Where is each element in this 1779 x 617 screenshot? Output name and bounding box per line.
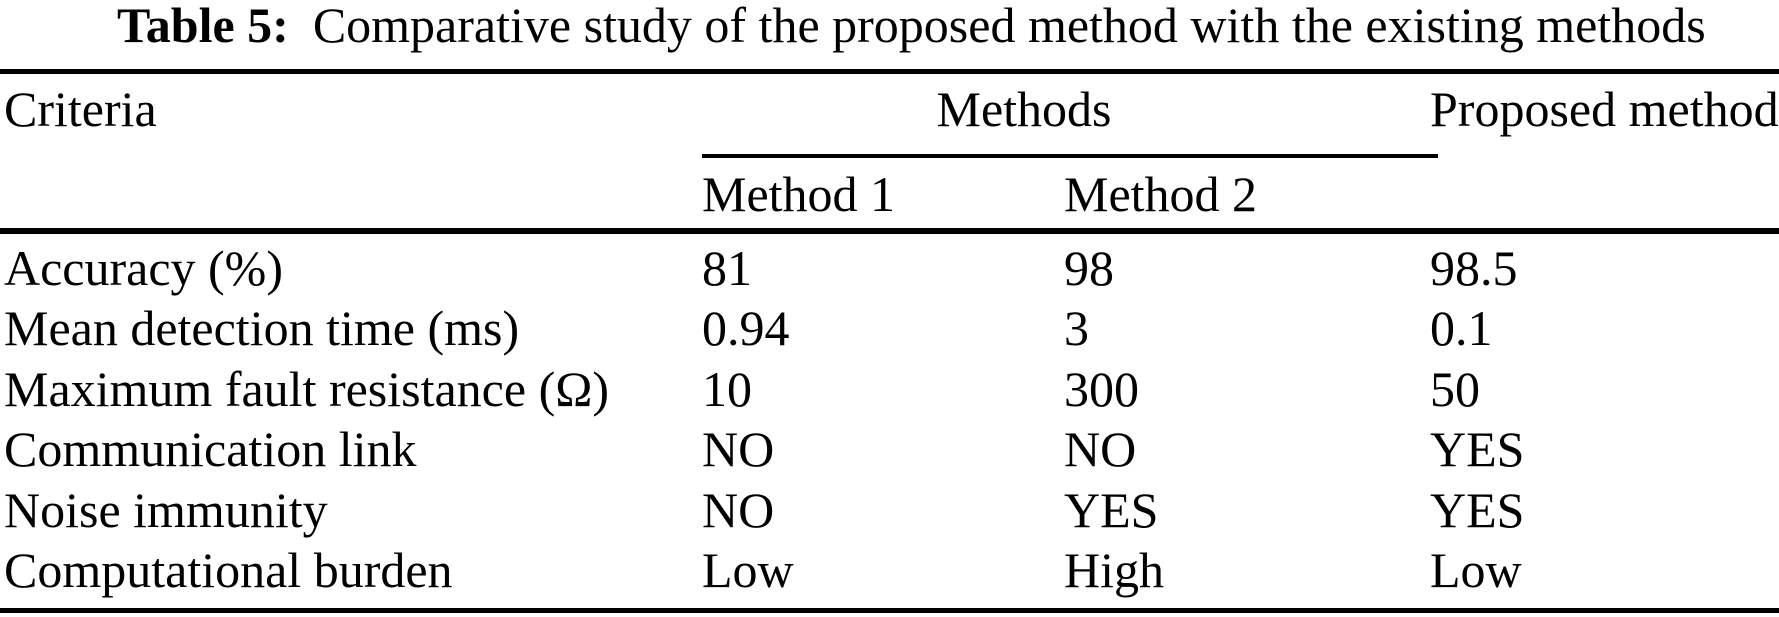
cell-method1-communication-link: NO	[702, 421, 775, 477]
cell-criteria-computational-burden: Computational burden	[4, 542, 453, 598]
cell-proposed-detection-time: 0.1	[1430, 300, 1493, 356]
cell-criteria-accuracy: Accuracy (%)	[4, 240, 283, 296]
cell-method1-computational-burden: Low	[702, 542, 794, 598]
caption-label: Table 5:	[117, 0, 289, 53]
header-criteria: Criteria	[4, 81, 157, 137]
cell-criteria-fault-resistance: Maximum fault resistance (Ω)	[4, 361, 610, 417]
bottom-rule	[0, 608, 1779, 613]
cell-method1-accuracy: 81	[702, 240, 752, 296]
cell-method2-communication-link: NO	[1064, 421, 1137, 477]
cell-method1-noise-immunity: NO	[702, 482, 775, 538]
cell-proposed-computational-burden: Low	[1430, 542, 1522, 598]
cell-method2-computational-burden: High	[1064, 542, 1164, 598]
cell-criteria-detection-time: Mean detection time (ms)	[4, 300, 520, 356]
cell-method2-noise-immunity: YES	[1064, 482, 1159, 538]
cell-proposed-accuracy: 98.5	[1430, 240, 1518, 296]
header-method-1: Method 1	[702, 166, 896, 222]
header-proposed-method: Proposed method	[1430, 81, 1779, 137]
cell-proposed-communication-link: YES	[1430, 421, 1525, 477]
caption-text: Comparative study of the proposed method…	[312, 0, 1706, 53]
top-rule	[0, 69, 1779, 74]
cell-criteria-communication-link: Communication link	[4, 421, 417, 477]
cell-proposed-noise-immunity: YES	[1430, 482, 1525, 538]
header-bottom-rule	[0, 228, 1779, 234]
cell-criteria-noise-immunity: Noise immunity	[4, 482, 328, 538]
table-caption: Table 5: Comparative study of the propose…	[117, 0, 1706, 50]
cell-method2-accuracy: 98	[1064, 240, 1114, 296]
cell-method1-fault-resistance: 10	[702, 361, 752, 417]
header-methods-group: Methods	[936, 81, 1112, 137]
cell-method2-fault-resistance: 300	[1064, 361, 1139, 417]
cell-method2-detection-time: 3	[1064, 300, 1089, 356]
methods-group-underline	[702, 154, 1438, 158]
cell-proposed-fault-resistance: 50	[1430, 361, 1480, 417]
header-method-2: Method 2	[1064, 166, 1258, 222]
cell-method1-detection-time: 0.94	[702, 300, 790, 356]
